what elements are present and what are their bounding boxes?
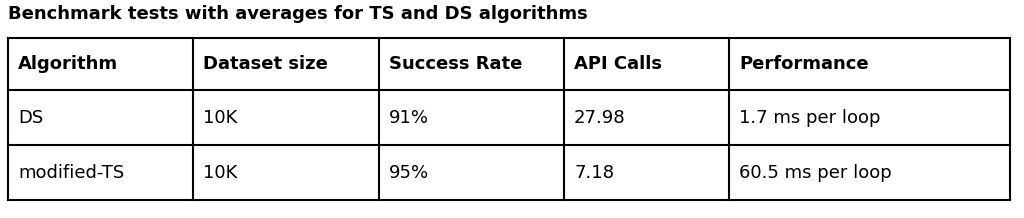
- Text: 1.7 ms per loop: 1.7 ms per loop: [739, 109, 881, 126]
- Text: 10K: 10K: [204, 164, 238, 182]
- Text: API Calls: API Calls: [574, 55, 663, 73]
- Text: 60.5 ms per loop: 60.5 ms per loop: [739, 164, 892, 182]
- Text: Performance: Performance: [739, 55, 869, 73]
- Text: Benchmark tests with averages for TS and DS algorithms: Benchmark tests with averages for TS and…: [8, 5, 588, 23]
- Text: Dataset size: Dataset size: [204, 55, 329, 73]
- Text: 95%: 95%: [389, 164, 429, 182]
- Text: 91%: 91%: [389, 109, 429, 126]
- Text: Success Rate: Success Rate: [389, 55, 522, 73]
- Text: Algorithm: Algorithm: [18, 55, 118, 73]
- Text: DS: DS: [18, 109, 43, 126]
- Text: modified-TS: modified-TS: [18, 164, 124, 182]
- Text: 27.98: 27.98: [574, 109, 626, 126]
- Text: 10K: 10K: [204, 109, 238, 126]
- Text: 7.18: 7.18: [574, 164, 614, 182]
